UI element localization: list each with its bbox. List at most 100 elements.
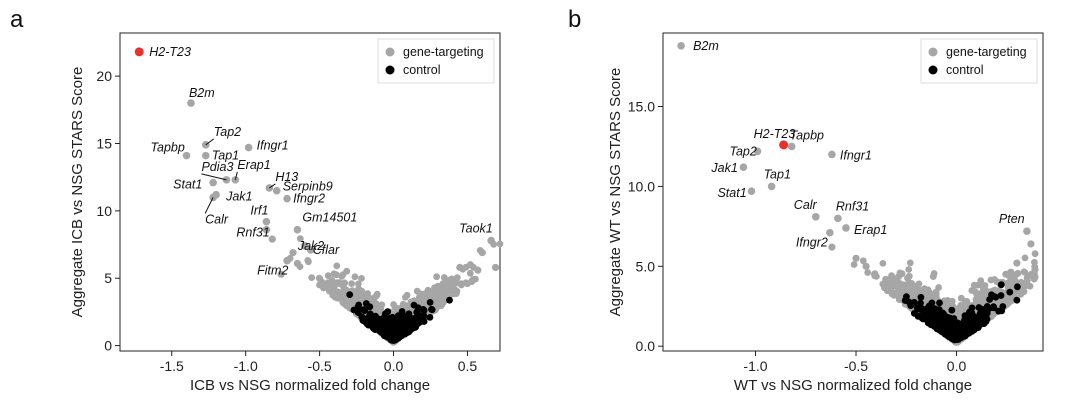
- chart-a-control-point: [446, 296, 453, 304]
- chart-a-control-point: [385, 318, 393, 326]
- chart-a-point-rnf31: [262, 225, 271, 234]
- chart-b-point-tap1: [767, 182, 776, 191]
- chart-b-control-point: [1006, 288, 1014, 296]
- chart-a-gene-point: [459, 265, 467, 273]
- chart-b-label-erap1: Erap1: [854, 223, 887, 237]
- chart-a-x-tick-label: -0.5: [308, 358, 332, 374]
- chart-b-label-rnf31: Rnf31: [836, 199, 869, 213]
- chart-b-y-axis-label: Aggregate WT vs NSG STARS Score: [607, 68, 624, 317]
- chart-a-label-tap2: Tap2: [214, 125, 241, 139]
- chart-a-point-taok1: [487, 236, 495, 245]
- chart-b-x-tick-label: 0.0: [947, 358, 967, 374]
- chart-a-label-highlight: H2-T23: [149, 45, 191, 59]
- chart-a-control-point: [401, 326, 408, 334]
- chart-a-x-tick-label: -1.5: [160, 358, 184, 374]
- chart-a-gene-point: [339, 271, 347, 279]
- chart-a-gene-point: [333, 271, 340, 279]
- chart-a-point-cflar: [306, 246, 315, 254]
- chart-b-control-point: [995, 307, 1003, 315]
- chart-b-point-tap2: [753, 147, 762, 156]
- chart-a-gene-point: [358, 275, 365, 282]
- chart-a-control-point: [371, 323, 379, 331]
- chart-b-control-point: [931, 323, 938, 330]
- chart-a-gene-point: [355, 280, 362, 288]
- chart-a-gene-point: [324, 272, 332, 279]
- chart-a-control-point: [362, 300, 370, 307]
- chart-b-gene-point: [1021, 254, 1029, 262]
- chart-a-y-axis-label: Aggregate ICB vs NSG STARS Score: [69, 67, 86, 318]
- chart-b-label-pten: Pten: [999, 212, 1025, 226]
- chart-b-gene-point: [926, 290, 934, 298]
- chart-a-gene-point: [462, 279, 470, 287]
- chart-b-label-jak1: Jak1: [710, 161, 737, 175]
- chart-b-y-tick-label: 15.0: [628, 99, 655, 115]
- chart-a-gene-point: [334, 279, 341, 287]
- chart-b-gene-point: [962, 297, 969, 305]
- chart-a-control-point: [426, 314, 434, 321]
- chart-b-gene-point: [957, 305, 964, 312]
- chart-a-y-tick-label: 15: [96, 135, 112, 151]
- chart-b-control-point: [933, 317, 941, 325]
- chart-a-gene-point: [440, 286, 448, 293]
- chart-a-point-fitm2: [283, 256, 291, 265]
- chart-a-legend: gene-targeting control: [377, 38, 495, 84]
- chart-a-control-point: [414, 304, 422, 312]
- chart-a-gene-point: [327, 286, 334, 294]
- chart-a-legend-label: gene-targeting: [403, 45, 484, 59]
- chart-b-outlier-point: [1013, 259, 1021, 267]
- chart-b-control-point: [918, 314, 926, 322]
- chart-b-highlight-point: [779, 140, 789, 150]
- chart-b-label-ifngr2: Ifngr2: [796, 236, 828, 250]
- chart-b-label-tapbp: Tapbp: [790, 128, 824, 142]
- chart-a-leader-erap1: [234, 171, 238, 180]
- chart-b-control-point: [926, 308, 934, 316]
- chart-a-control-point: [410, 315, 418, 322]
- chart-b-gene-point: [864, 269, 872, 276]
- chart-b-legend-box: [920, 38, 1038, 84]
- chart-b-point-b2m: [677, 41, 685, 50]
- chart-a-control-point: [379, 329, 386, 337]
- chart-b-gene-point: [895, 273, 903, 280]
- chart-b-gene-point: [895, 296, 903, 303]
- chart-b-control-point: [939, 320, 947, 328]
- chart-a-outlier-point: [491, 263, 500, 272]
- scatter-chart-a: -1.5 -1.0 -0.5 0.0 0.5 0 5 10 15 20 ICB vs NSG nor…: [69, 32, 504, 394]
- chart-b-gene-point: [1020, 268, 1028, 276]
- chart-b-gene-point: [1013, 270, 1021, 278]
- chart-a-leader-h13: [269, 183, 276, 189]
- chart-a-label-rnf31: Rnf31: [236, 226, 269, 240]
- chart-b-legend-label: control: [946, 63, 984, 77]
- chart-a-label-serpinb9: Serpinb9: [283, 180, 333, 194]
- chart-a-gene-point: [420, 290, 428, 298]
- chart-a-gene-point: [453, 274, 461, 281]
- chart-b-gene-point: [883, 287, 891, 295]
- chart-b-point-ifngr1: [828, 150, 836, 159]
- chart-b-label-ifngr1: Ifngr1: [840, 148, 872, 162]
- chart-b-control-point: [968, 327, 976, 335]
- chart-a-gene-point: [433, 273, 440, 281]
- chart-a-control-point: [384, 333, 392, 340]
- chart-b-point-ifngr2: [826, 228, 834, 237]
- chart-b-legend-label: gene-targeting: [946, 45, 1027, 59]
- chart-b-label-tap1: Tap1: [764, 167, 791, 181]
- chart-b-gene-point: [970, 281, 978, 289]
- chart-b-gene-point: [879, 260, 887, 267]
- chart-a-gene-point: [434, 282, 442, 290]
- chart-a-control-point: [378, 321, 385, 328]
- chart-b-legend: gene-targeting control: [920, 38, 1038, 84]
- chart-b-gene-point: [1021, 282, 1029, 290]
- chart-a-leader-tap2: [205, 138, 215, 146]
- chart-b-x-axis-label: WT vs NSG normalized fold change: [734, 377, 972, 394]
- chart-a-outlier-point: [289, 249, 297, 257]
- chart-a-outlier-point: [268, 235, 276, 243]
- chart-a-highlight-point: [134, 47, 144, 57]
- chart-b-control-point: [946, 318, 953, 326]
- chart-b-gene-point: [1011, 275, 1018, 283]
- chart-a-control-point: [428, 305, 435, 313]
- chart-a-gene-point: [340, 280, 347, 288]
- chart-b-label-b2m: B2m: [693, 39, 719, 53]
- chart-a-outlier-point: [474, 266, 482, 274]
- chart-a-control-point: [360, 306, 368, 313]
- chart-b-label-tap2: Tap2: [729, 144, 756, 158]
- chart-b-gene-point: [919, 287, 926, 295]
